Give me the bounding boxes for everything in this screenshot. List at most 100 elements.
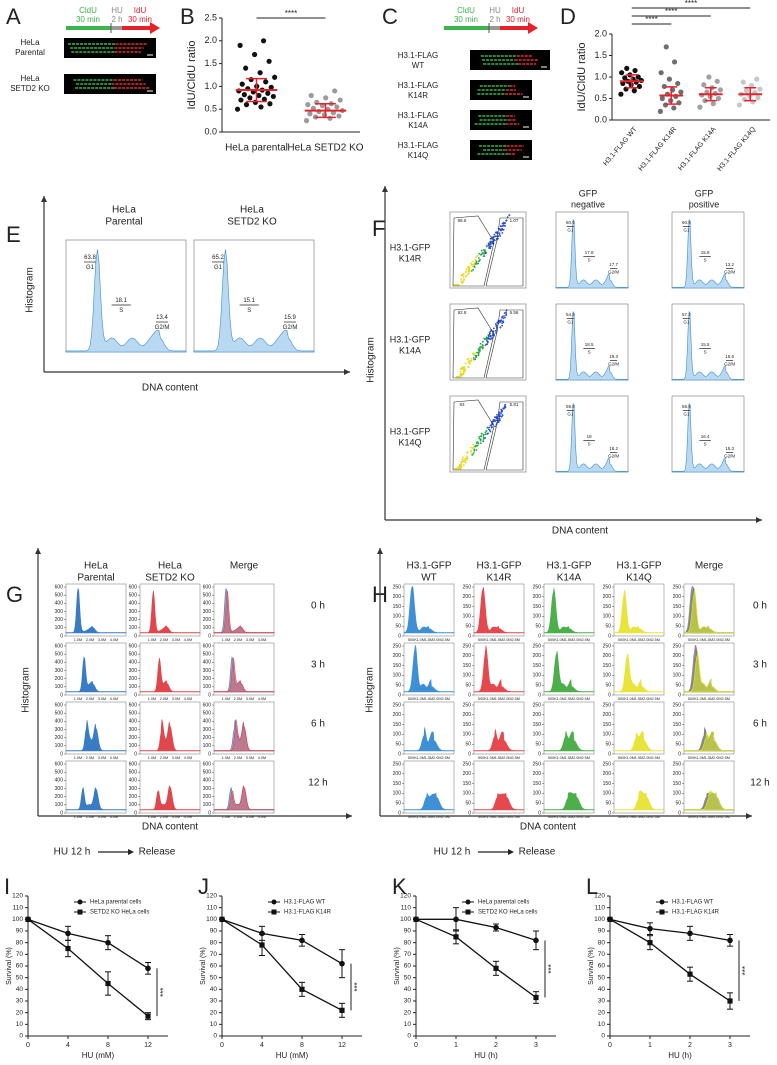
x-tick-label: 1.0M: [486, 815, 494, 819]
scatter-dot: [462, 273, 465, 275]
y-axis-label: Histogram: [366, 337, 377, 383]
histogram-trace: [671, 218, 745, 289]
x-tick-label: 8: [106, 1042, 110, 1049]
scatter-dot: [503, 405, 506, 408]
scatter-dot: [453, 468, 456, 470]
row-label: K14R: [408, 91, 428, 100]
scatter-dot: [475, 449, 478, 451]
x-tick-label: 2.5M: [721, 697, 729, 701]
scatter-dot: [494, 323, 497, 325]
y-tick-label: 50: [675, 801, 681, 807]
gate-shape: [452, 307, 495, 379]
y-tick-label: 0: [468, 692, 471, 698]
scatter-dot: [488, 246, 491, 249]
x-tick-label: 500K: [548, 815, 557, 819]
panel-letter: F: [372, 216, 385, 241]
data-point: [632, 67, 638, 74]
x-tick-label: 2.0M: [234, 638, 242, 642]
scatter-dot: [465, 270, 467, 272]
data-point: [323, 95, 329, 101]
x-tick-label: 500K: [408, 815, 417, 819]
series-line: [415, 918, 537, 999]
y-tick-label: 120: [594, 893, 605, 900]
scatter-dot: [501, 232, 504, 234]
x-tick-label: 2.0M: [234, 815, 242, 819]
x-tick-label: 1.0M: [222, 697, 230, 701]
scatter-dot: [460, 278, 462, 280]
x-tick-label: 1.0M: [416, 697, 424, 701]
column-title: HeLa: [84, 561, 108, 572]
row-label: HeLa: [20, 38, 40, 47]
x-tick-label: 1.0M: [696, 638, 704, 642]
x-tick-label: 1.0M: [148, 638, 156, 642]
scatter-dot: [470, 359, 472, 362]
gate-shape: [452, 399, 495, 471]
scatter-dot: [462, 373, 464, 376]
time-label: 3 h: [311, 660, 325, 671]
x-tick-label: 500K: [548, 638, 557, 642]
histogram-trace: [671, 310, 745, 381]
x-tick-label: 500K: [548, 697, 557, 701]
scatter-dot: [471, 452, 473, 455]
x-tick-label: 1.0M: [486, 638, 494, 642]
scatter-dot: [497, 421, 500, 423]
y-tick-label: 0: [608, 633, 611, 639]
significance-label: ***: [353, 982, 362, 991]
scatter-dot: [485, 251, 487, 254]
significance-label: ****: [285, 9, 297, 18]
column-title: GFP: [695, 188, 714, 198]
scatter-dot: [499, 419, 501, 421]
arrow-head: [746, 813, 752, 819]
gate-value: 58.9: [682, 404, 691, 409]
x-tick-label: 2.0M: [713, 697, 721, 701]
panel-letter: L: [586, 874, 598, 899]
histogram-trace: [555, 402, 629, 473]
legend-label: H3.1-FLAG WT: [672, 900, 714, 906]
x-tick-label: 1.5M: [705, 638, 713, 642]
data-point: [263, 79, 269, 85]
scatter-dot: [483, 337, 486, 340]
series-line: [416, 918, 537, 941]
y-tick-label: 100: [393, 614, 402, 620]
x-tick-label: 1.0M: [556, 697, 564, 701]
x-tick-label: 2.0M: [433, 815, 441, 819]
arrow-head: [528, 22, 538, 34]
scatter-dot: [466, 455, 468, 458]
y-tick-label: 70: [598, 951, 606, 958]
y-tick-label: 150: [603, 781, 612, 787]
gate-value: 5.81: [510, 402, 519, 407]
column-title: H3.1-GFP: [476, 561, 521, 572]
data-point: [299, 937, 305, 944]
column-title: K14A: [557, 573, 582, 584]
y-tick-label: 250: [393, 702, 402, 708]
fiber-image: [64, 38, 156, 58]
y-tick-label: 150: [463, 781, 472, 787]
y-tick-label: 10: [404, 1021, 412, 1028]
x-tick-label: 1.0M: [556, 756, 564, 760]
y-tick-label: 150: [533, 781, 542, 787]
gate-phase: G1: [214, 265, 223, 271]
y-tick-label: 100: [55, 684, 64, 690]
scatter-dot: [484, 437, 487, 439]
row-label: H3.1-GFP: [390, 426, 431, 436]
x-tick-label: 2.0M: [160, 815, 168, 819]
y-tick-label: 100: [533, 791, 542, 797]
scatter-dot: [478, 252, 480, 255]
scatter-dot: [500, 412, 502, 415]
x-tick-label: 1.0M: [486, 756, 494, 760]
y-tick-label: 110: [207, 904, 218, 911]
scatter-dot: [498, 320, 501, 323]
time-label: 0 h: [753, 601, 767, 612]
label-cldu: CldU: [457, 6, 475, 15]
x-tick-label: 1.0M: [148, 697, 156, 701]
data-point: [755, 95, 761, 101]
y-tick-label: 0: [608, 692, 611, 698]
y-tick-label: 150: [393, 604, 402, 610]
y-tick-label: 0: [608, 751, 611, 757]
x-tick-label: 1.5M: [705, 697, 713, 701]
y-tick-label: 0: [60, 692, 63, 698]
scatter-dot: [473, 448, 476, 451]
x-tick-label: 1.5M: [425, 638, 433, 642]
x-tick-label: 2.0M: [643, 815, 651, 819]
scatter-dot: [498, 232, 501, 235]
